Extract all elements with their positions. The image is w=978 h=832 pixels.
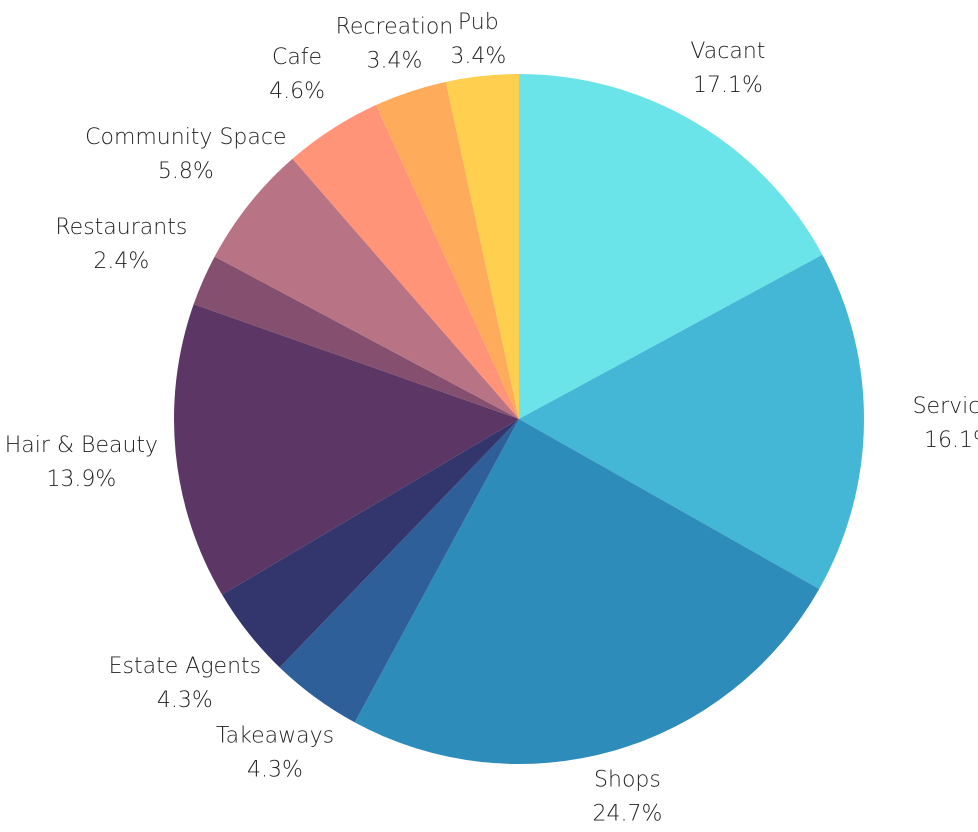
slice-value-label: 13.9% bbox=[46, 467, 116, 492]
slice-label: Takeaways bbox=[216, 724, 334, 749]
pie-slice bbox=[222, 419, 519, 668]
slice-label: Services bbox=[913, 394, 978, 419]
pie-slice bbox=[354, 419, 820, 764]
slice-label: Restaurants bbox=[55, 215, 187, 240]
slice-label: Vacant bbox=[690, 39, 765, 64]
slice-value-label: 5.8% bbox=[158, 159, 214, 184]
slice-value-label: 16.1% bbox=[924, 428, 978, 453]
pie-slice bbox=[214, 158, 519, 420]
slice-label: Recreation bbox=[336, 15, 454, 40]
slice-value-label: 2.4% bbox=[93, 249, 149, 274]
pie-slice bbox=[279, 419, 519, 723]
pie-slice bbox=[292, 105, 519, 420]
pie-slice bbox=[174, 304, 519, 595]
pie-slice bbox=[519, 74, 823, 419]
slice-value-label: 24.7% bbox=[592, 802, 662, 827]
slice-label: Community Space bbox=[85, 125, 286, 150]
slice-value-label: 4.3% bbox=[247, 758, 303, 783]
slice-label: Estate Agents bbox=[109, 654, 261, 679]
slice-label: Hair & Beauty bbox=[5, 433, 158, 458]
slice-value-label: 3.4% bbox=[366, 49, 422, 74]
slice-value-label: 17.1% bbox=[693, 73, 763, 98]
pie-slice bbox=[376, 81, 519, 419]
slice-label: Shops bbox=[594, 768, 661, 793]
pie-slice bbox=[519, 254, 865, 589]
slice-label: Cafe bbox=[272, 45, 322, 70]
slice-label: Pub bbox=[458, 10, 499, 35]
pie-slice bbox=[445, 74, 519, 419]
slice-value-label: 3.4% bbox=[450, 44, 506, 69]
slice-value-label: 4.6% bbox=[269, 79, 325, 104]
pie-slice bbox=[193, 256, 519, 419]
slice-value-label: 4.3% bbox=[157, 688, 213, 713]
